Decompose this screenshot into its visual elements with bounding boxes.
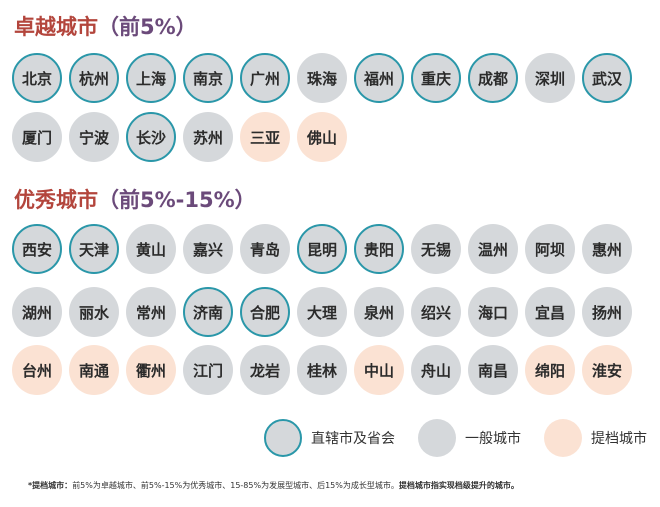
city-circle: 大理 bbox=[297, 287, 347, 337]
legend-swatch-ring bbox=[264, 419, 302, 457]
city-circle: 泉州 bbox=[354, 287, 404, 337]
city-circle: 广州 bbox=[240, 53, 290, 103]
city-circle: 台州 bbox=[12, 345, 62, 395]
section-title-outstanding: 优秀城市（前5%-15%） bbox=[14, 185, 256, 215]
city-circle: 舟山 bbox=[411, 345, 461, 395]
city-circle: 南通 bbox=[69, 345, 119, 395]
city-circle: 阿坝 bbox=[525, 224, 575, 274]
city-row: 西安 天津 黄山 嘉兴 青岛 昆明 贵阳 无锡 温州 阿坝 惠州 bbox=[12, 224, 632, 274]
footnote: *提档城市：前5%为卓越城市、前5%-15%为优秀城市、15-85%为发展型城市… bbox=[28, 480, 519, 491]
city-circle: 黄山 bbox=[126, 224, 176, 274]
footnote-tail: 提档城市指实现档级提升的城市。 bbox=[398, 481, 519, 490]
city-circle: 无锡 bbox=[411, 224, 461, 274]
city-circle: 湖州 bbox=[12, 287, 62, 337]
legend-swatch-gray bbox=[418, 419, 456, 457]
city-circle: 丽水 bbox=[69, 287, 119, 337]
city-circle: 绍兴 bbox=[411, 287, 461, 337]
legend-label: 一般城市 bbox=[465, 431, 521, 447]
city-circle: 海口 bbox=[468, 287, 518, 337]
city-circle: 上海 bbox=[126, 53, 176, 103]
section-title-range: （前5%） bbox=[98, 15, 197, 39]
legend-swatch-peach bbox=[544, 419, 582, 457]
footnote-lead: *提档城市： bbox=[28, 481, 73, 490]
legend: 直辖市及省会 一般城市 提档城市 bbox=[264, 419, 647, 457]
section-title-excellent: 卓越城市（前5%） bbox=[14, 12, 197, 42]
city-circle: 西安 bbox=[12, 224, 62, 274]
legend-label: 提档城市 bbox=[591, 431, 647, 447]
city-circle: 重庆 bbox=[411, 53, 461, 103]
city-circle: 深圳 bbox=[525, 53, 575, 103]
legend-item-capital: 直辖市及省会 bbox=[264, 419, 395, 457]
city-circle: 扬州 bbox=[582, 287, 632, 337]
section-title-main: 卓越城市 bbox=[14, 15, 98, 39]
city-circle: 绵阳 bbox=[525, 345, 575, 395]
city-circle: 衢州 bbox=[126, 345, 176, 395]
city-row: 湖州 丽水 常州 济南 合肥 大理 泉州 绍兴 海口 宜昌 扬州 bbox=[12, 287, 632, 337]
city-circle: 武汉 bbox=[582, 53, 632, 103]
city-row: 厦门 宁波 长沙 苏州 三亚 佛山 bbox=[12, 112, 347, 162]
section-title-range: （前5%-15%） bbox=[98, 188, 256, 212]
city-circle: 惠州 bbox=[582, 224, 632, 274]
city-row: 北京 杭州 上海 南京 广州 珠海 福州 重庆 成都 深圳 武汉 bbox=[12, 53, 632, 103]
city-circle: 南京 bbox=[183, 53, 233, 103]
city-circle: 济南 bbox=[183, 287, 233, 337]
city-circle: 合肥 bbox=[240, 287, 290, 337]
city-circle: 桂林 bbox=[297, 345, 347, 395]
city-circle: 北京 bbox=[12, 53, 62, 103]
city-circle: 佛山 bbox=[297, 112, 347, 162]
city-circle: 江门 bbox=[183, 345, 233, 395]
city-circle: 杭州 bbox=[69, 53, 119, 103]
city-circle: 珠海 bbox=[297, 53, 347, 103]
city-circle: 温州 bbox=[468, 224, 518, 274]
city-circle: 成都 bbox=[468, 53, 518, 103]
city-circle: 南昌 bbox=[468, 345, 518, 395]
city-circle: 三亚 bbox=[240, 112, 290, 162]
city-circle: 福州 bbox=[354, 53, 404, 103]
city-circle: 常州 bbox=[126, 287, 176, 337]
city-circle: 宁波 bbox=[69, 112, 119, 162]
city-row: 台州 南通 衢州 江门 龙岩 桂林 中山 舟山 南昌 绵阳 淮安 bbox=[12, 345, 632, 395]
city-circle: 昆明 bbox=[297, 224, 347, 274]
legend-label: 直辖市及省会 bbox=[311, 431, 395, 447]
city-circle: 天津 bbox=[69, 224, 119, 274]
city-circle: 龙岩 bbox=[240, 345, 290, 395]
footnote-body: 前5%为卓越城市、前5%-15%为优秀城市、15-85%为发展型城市、后15%为… bbox=[72, 481, 399, 490]
city-circle: 厦门 bbox=[12, 112, 62, 162]
city-circle: 苏州 bbox=[183, 112, 233, 162]
city-circle: 青岛 bbox=[240, 224, 290, 274]
legend-item-upgraded: 提档城市 bbox=[544, 419, 647, 457]
city-circle: 中山 bbox=[354, 345, 404, 395]
section-title-main: 优秀城市 bbox=[14, 188, 98, 212]
city-circle: 长沙 bbox=[126, 112, 176, 162]
city-circle: 淮安 bbox=[582, 345, 632, 395]
city-circle: 贵阳 bbox=[354, 224, 404, 274]
city-circle: 嘉兴 bbox=[183, 224, 233, 274]
city-circle: 宜昌 bbox=[525, 287, 575, 337]
legend-item-general: 一般城市 bbox=[418, 419, 521, 457]
